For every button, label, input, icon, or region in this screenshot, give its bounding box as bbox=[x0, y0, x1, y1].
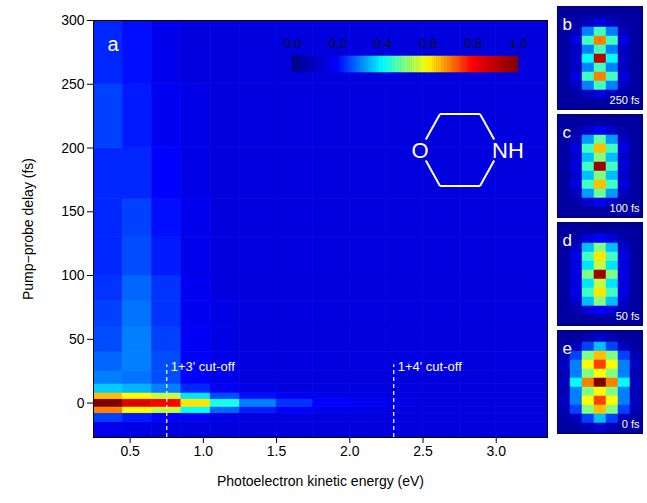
svg-text:2.5: 2.5 bbox=[413, 443, 433, 459]
svg-text:a: a bbox=[108, 33, 120, 55]
svg-text:Pump−probe delay (fs): Pump−probe delay (fs) bbox=[20, 158, 36, 300]
svg-text:b: b bbox=[563, 15, 572, 34]
svg-text:Photoelectron kinetic energy (: Photoelectron kinetic energy (eV) bbox=[217, 473, 424, 489]
svg-text:250 fs: 250 fs bbox=[610, 94, 640, 106]
svg-text:50 fs: 50 fs bbox=[616, 310, 640, 322]
svg-text:3.0: 3.0 bbox=[487, 443, 507, 459]
svg-text:0: 0 bbox=[77, 395, 85, 411]
svg-text:250: 250 bbox=[61, 76, 85, 92]
svg-text:0.2: 0.2 bbox=[329, 36, 347, 51]
svg-text:1.0: 1.0 bbox=[194, 443, 214, 459]
svg-text:50: 50 bbox=[69, 331, 85, 347]
svg-text:200: 200 bbox=[61, 140, 85, 156]
svg-text:0 fs: 0 fs bbox=[622, 418, 640, 430]
svg-text:e: e bbox=[563, 339, 572, 358]
svg-text:0.8: 0.8 bbox=[464, 36, 482, 51]
svg-text:300: 300 bbox=[61, 12, 85, 28]
svg-text:NH: NH bbox=[492, 138, 524, 163]
svg-text:O: O bbox=[411, 138, 428, 163]
svg-text:d: d bbox=[563, 231, 572, 250]
svg-text:0.6: 0.6 bbox=[419, 36, 437, 51]
svg-text:1+3' cut-off: 1+3' cut-off bbox=[171, 359, 235, 374]
svg-text:150: 150 bbox=[61, 203, 85, 219]
svg-text:0.5: 0.5 bbox=[120, 443, 140, 459]
svg-text:100 fs: 100 fs bbox=[610, 202, 640, 214]
svg-text:100: 100 bbox=[61, 267, 85, 283]
svg-text:0.0: 0.0 bbox=[283, 36, 301, 51]
svg-text:c: c bbox=[563, 123, 572, 142]
svg-text:0.4: 0.4 bbox=[374, 36, 392, 51]
svg-text:1+4' cut-off: 1+4' cut-off bbox=[398, 359, 462, 374]
svg-text:1.5: 1.5 bbox=[267, 443, 287, 459]
svg-text:2.0: 2.0 bbox=[340, 443, 360, 459]
svg-text:1.0: 1.0 bbox=[509, 36, 527, 51]
